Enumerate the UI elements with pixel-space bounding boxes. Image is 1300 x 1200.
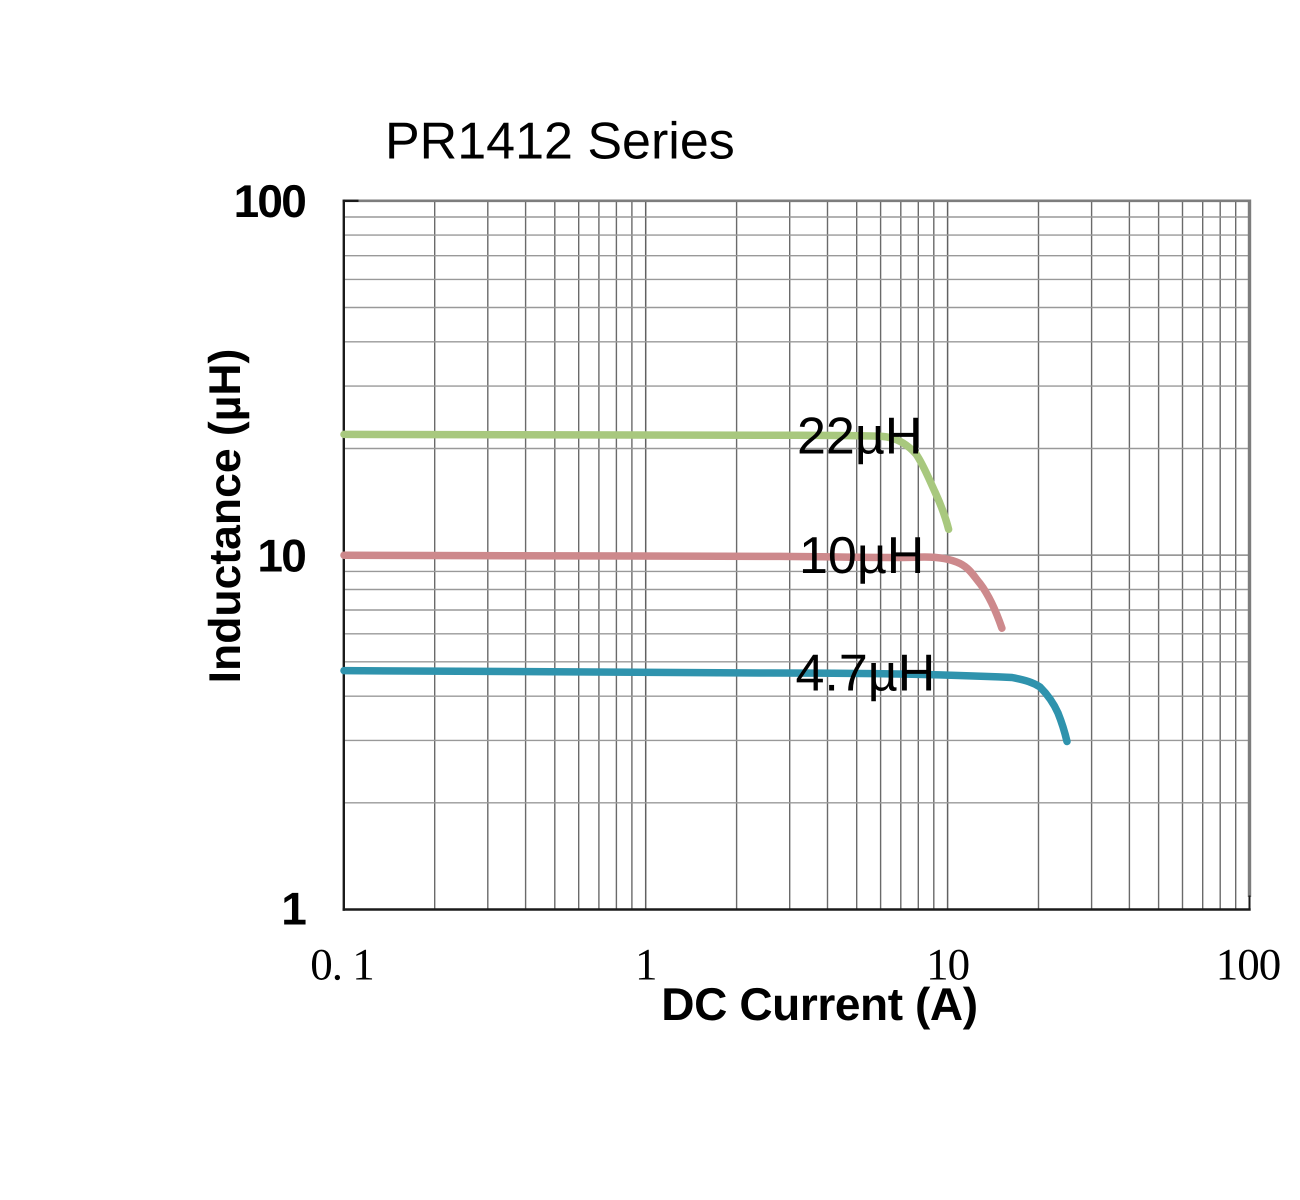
svg-text:10µH: 10µH [799, 527, 924, 585]
svg-text:4.7µH: 4.7µH [796, 644, 936, 702]
svg-text:1: 1 [281, 882, 306, 934]
svg-text:10: 10 [257, 530, 305, 582]
svg-text:100: 100 [1216, 940, 1281, 990]
svg-text:PR1412 Series: PR1412 Series [385, 112, 735, 170]
svg-text:0. 1: 0. 1 [310, 940, 374, 990]
svg-text:DC Current (A): DC Current (A) [661, 978, 977, 1030]
svg-text:100: 100 [234, 175, 306, 227]
svg-text:Inductance (µH): Inductance (µH) [201, 349, 250, 684]
svg-text:22µH: 22µH [797, 408, 922, 466]
svg-text:1: 1 [635, 940, 657, 990]
svg-text:10: 10 [926, 940, 969, 990]
